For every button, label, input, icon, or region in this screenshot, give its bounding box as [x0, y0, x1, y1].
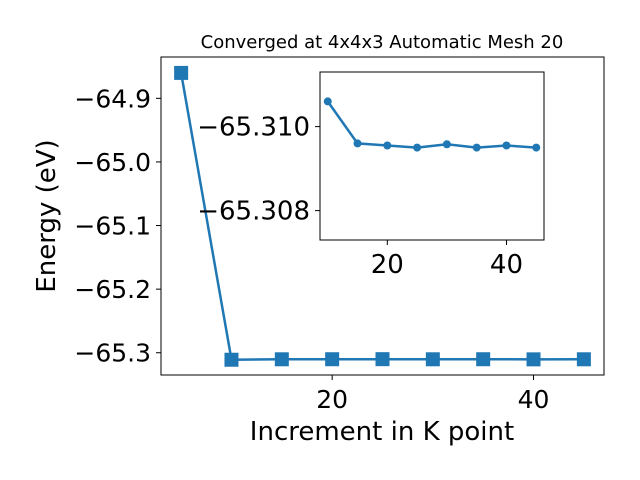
main-data-point: [375, 352, 390, 367]
y-axis-label: Energy (eV): [32, 139, 62, 292]
inset-y-tick-label: −65.310: [197, 113, 310, 143]
inset-data-point: [502, 141, 511, 150]
inset-data-point: [472, 143, 481, 152]
main-data-point: [476, 352, 491, 367]
inset-y-tick-label: −65.308: [197, 197, 310, 227]
inset-data-point: [413, 143, 422, 152]
main-y-tick-label: −64.9: [74, 84, 151, 113]
main-y-tick-label: −65.2: [74, 275, 151, 304]
main-y-tick-label: −65.1: [74, 212, 151, 241]
inset-series-line: [326, 100, 537, 149]
inset-background: [320, 72, 544, 240]
inset-y-ticks: −65.310 −65.308: [197, 113, 320, 227]
main-data-point: [224, 352, 239, 367]
main-x-tick-label: 40: [518, 385, 550, 414]
inset-series: [323, 97, 541, 152]
chart-title: Converged at 4x4x3 Automatic Mesh 20: [201, 32, 564, 53]
main-data-point: [174, 65, 189, 80]
main-y-ticks: −64.9 −65.0 −65.1 −65.2 −65.3: [74, 84, 161, 368]
main-x-ticks: 20 40: [316, 375, 549, 414]
main-data-point: [526, 352, 541, 367]
inset-data-point: [353, 139, 362, 148]
main-y-tick-label: −65.3: [74, 339, 151, 368]
x-axis-label: Increment in K point: [250, 417, 514, 447]
main-data-point: [274, 352, 289, 367]
inset-x-tick-label: 40: [490, 250, 523, 280]
main-series: [174, 65, 591, 367]
main-x-tick-label: 20: [316, 385, 348, 414]
inset-data-point: [442, 140, 451, 149]
inset-data-point: [532, 143, 541, 152]
inset-x-tick-label: 20: [371, 250, 404, 280]
main-data-point: [425, 352, 440, 367]
main-data-point: [325, 352, 340, 367]
inset-x-ticks: 20 40: [371, 240, 523, 280]
main-plot-frame: [160, 56, 605, 376]
main-data-point: [576, 352, 591, 367]
main-y-tick-label: −65.0: [74, 148, 151, 177]
inset-data-point: [383, 141, 392, 150]
inset-data-point: [323, 97, 332, 106]
inset-plot-frame: [319, 71, 545, 241]
